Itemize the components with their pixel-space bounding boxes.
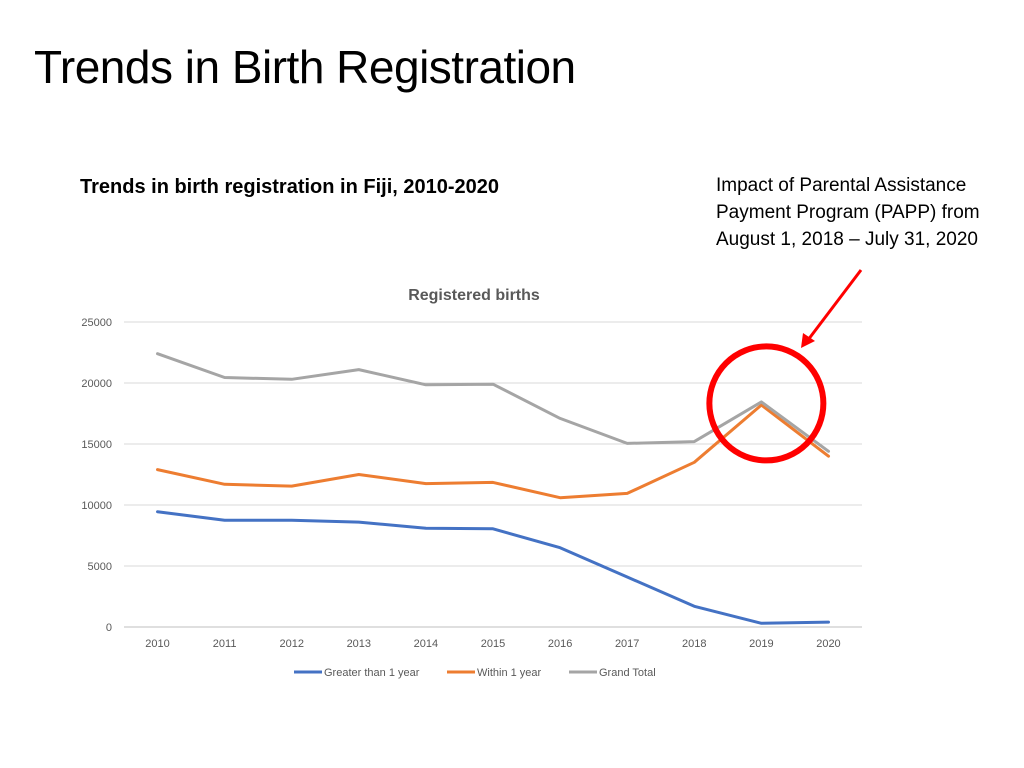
y-tick-label: 5000 [88, 561, 112, 573]
legend-label: Within 1 year [477, 667, 542, 679]
series-line-grand-total [156, 352, 830, 453]
y-axis-ticks: 0 5000 10000 15000 20000 25000 [81, 317, 112, 634]
chart-series [156, 352, 830, 625]
x-tick-label: 2017 [615, 638, 639, 650]
x-tick-label: 2016 [548, 638, 572, 650]
papp-annotation: Impact of Parental Assistance Payment Pr… [716, 175, 980, 250]
y-tick-label: 25000 [81, 317, 112, 329]
x-tick-label: 2011 [213, 638, 237, 650]
y-tick-label: 15000 [81, 439, 112, 451]
chart-title: Registered births [408, 287, 540, 304]
highlight-overlay [706, 269, 863, 464]
annotation-arrow-head [801, 333, 815, 348]
chart-gridlines [124, 321, 862, 628]
series-line-within-1-year [156, 403, 830, 500]
x-tick-label: 2013 [347, 638, 371, 650]
x-tick-label: 2019 [749, 638, 773, 650]
y-tick-label: 0 [106, 622, 112, 634]
annotation-arrow-shaft [806, 269, 863, 341]
legend-label: Grand Total [599, 667, 656, 679]
y-tick-label: 20000 [81, 378, 112, 390]
x-tick-label: 2012 [279, 638, 303, 650]
chart-subtitle: Trends in birth registration in Fiji, 20… [80, 176, 500, 198]
chart-legend: Greater than 1 year Within 1 year Grand To… [294, 667, 656, 679]
x-axis-ticks: 2010 2011 2012 2013 2014 2015 2016 2017 2018 2019… [145, 638, 840, 650]
x-tick-label: 2018 [682, 638, 706, 650]
highlight-circle [706, 343, 827, 464]
slide-title: Trends in Birth Registration [34, 41, 576, 93]
series-line-greater-than-1-year [156, 510, 830, 625]
y-tick-label: 10000 [81, 500, 112, 512]
x-tick-label: 2020 [816, 638, 840, 650]
x-tick-label: 2010 [145, 638, 169, 650]
legend-label: Greater than 1 year [324, 667, 420, 679]
x-tick-label: 2014 [414, 638, 438, 650]
x-tick-label: 2015 [481, 638, 505, 650]
